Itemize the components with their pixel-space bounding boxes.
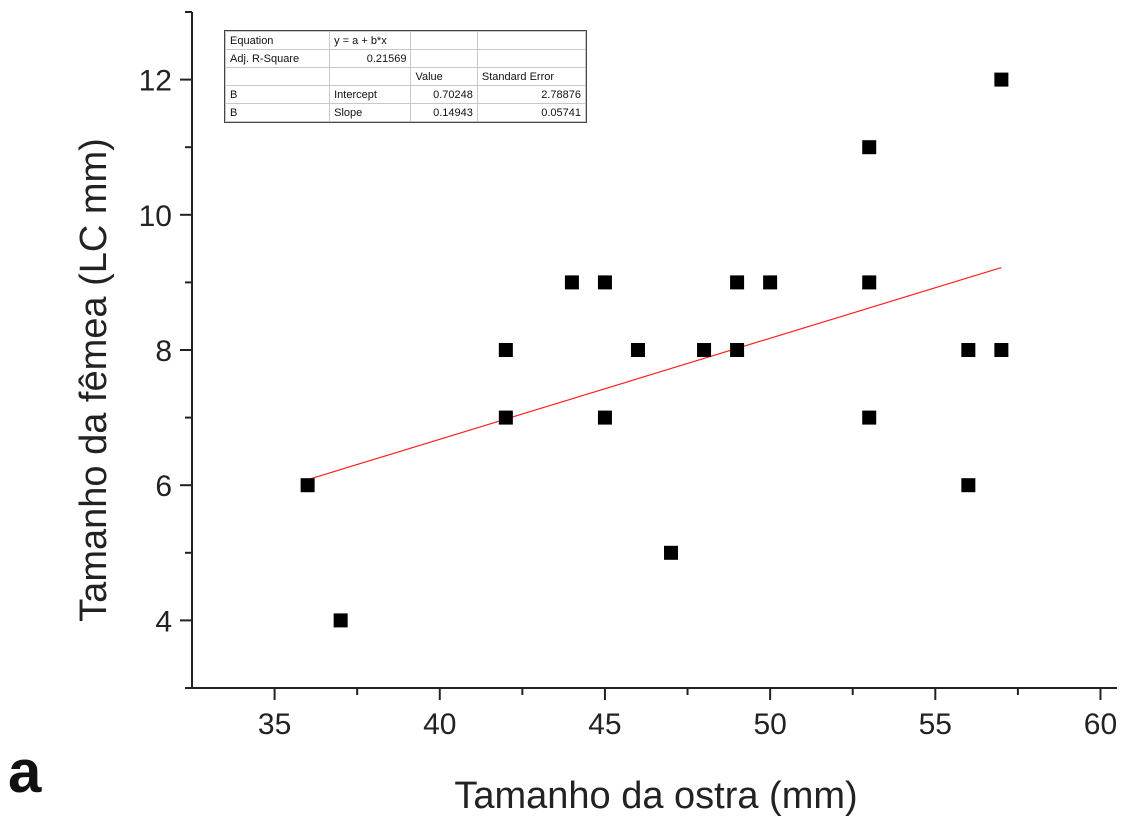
row-value: 0.70248 (410, 85, 478, 104)
row-se: 0.05741 (476, 103, 587, 122)
stats-row-slope: B Slope 0.14943 0.05741 (224, 103, 587, 122)
data-point (300, 478, 315, 493)
row-group: B (224, 103, 331, 122)
data-point (564, 275, 579, 290)
x-tick-label: 50 (753, 708, 786, 741)
data-point (994, 72, 1009, 87)
col-se-header: Standard Error (476, 67, 587, 86)
row-group: B (224, 85, 331, 104)
x-tick-label: 45 (588, 708, 621, 741)
data-point (498, 410, 513, 425)
y-tick-label: 12 (139, 65, 172, 98)
data-point (763, 275, 778, 290)
equation-value: y = a + b*x (329, 31, 412, 50)
data-point (697, 343, 712, 357)
stats-row-equation: Equation y = a + b*x (224, 31, 587, 50)
regression-line (307, 266, 1002, 481)
equation-label: Equation (224, 31, 331, 50)
data-point (664, 545, 679, 560)
y-axis-title: Tamanho da fêmea (LC mm) (73, 138, 115, 622)
x-tick-label: 40 (423, 708, 456, 741)
data-point (961, 478, 976, 493)
y-tick-label: 4 (155, 605, 172, 638)
data-point (630, 343, 645, 357)
data-point (597, 410, 612, 425)
y-tick-label: 10 (139, 200, 172, 233)
data-point (498, 343, 513, 357)
x-tick-label: 60 (1084, 708, 1117, 741)
col-value-header: Value (410, 67, 478, 86)
x-tick-label: 55 (919, 708, 952, 741)
row-param: Slope (329, 103, 412, 122)
stats-row-header: Value Standard Error (224, 67, 587, 86)
data-points-layer (300, 72, 1009, 628)
data-point (730, 343, 745, 357)
data-point (862, 275, 877, 290)
y-tick-label: 8 (155, 335, 172, 368)
data-point (333, 613, 348, 628)
axes: 35 40 45 50 55 60 4 6 8 10 12 (139, 11, 1117, 741)
fit-line-layer (307, 266, 1002, 481)
data-point (730, 275, 745, 290)
y-tick-label: 6 (155, 470, 172, 503)
data-point (862, 140, 877, 155)
row-se: 2.78876 (476, 85, 587, 104)
regression-stats-table: Equation y = a + b*x Adj. R-Square 0.215… (224, 30, 587, 123)
adj-r2-value: 0.21569 (329, 49, 412, 68)
data-point (862, 410, 877, 425)
row-value: 0.14943 (410, 103, 478, 122)
row-param: Intercept (329, 85, 412, 104)
stats-row-adj-r2: Adj. R-Square 0.21569 (224, 49, 587, 68)
stats-row-intercept: B Intercept 0.70248 2.78876 (224, 85, 587, 104)
data-point (961, 343, 976, 357)
data-point (597, 275, 612, 290)
x-axis-title: Tamanho da ostra (mm) (454, 775, 857, 817)
data-point (994, 343, 1009, 357)
x-tick-label: 35 (258, 708, 291, 741)
panel-label: a (8, 738, 42, 805)
adj-r2-label: Adj. R-Square (224, 49, 331, 68)
